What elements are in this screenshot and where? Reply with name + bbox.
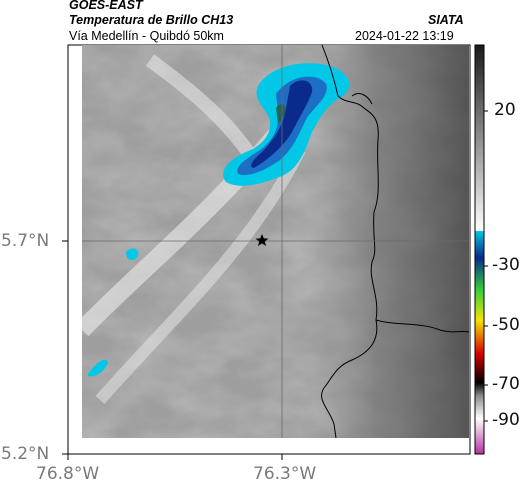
- colorbar-tick-minus-70: -70: [492, 374, 520, 394]
- lon-label-76-3: 76.3°W: [253, 464, 317, 484]
- star-icon: [255, 234, 269, 246]
- product-title: Temperatura de Brillo CH13: [69, 13, 234, 27]
- colorbar-tick-minus-50: -50: [492, 315, 520, 335]
- lat-label-5-7: 5.7°N: [1, 231, 50, 251]
- timestamp-label: 2024-01-22 13:19: [355, 29, 454, 43]
- coastline: [321, 45, 379, 438]
- colorbar-tick-20: 20: [494, 100, 516, 120]
- region-subtitle: Vía Medellín - Quibdó 50km: [69, 29, 224, 43]
- lat-label-5-2: 5.2°N: [1, 444, 50, 464]
- brightness-temperature-image: [82, 45, 469, 438]
- department-border: [375, 319, 469, 333]
- colorbar: [474, 44, 488, 455]
- agency-label: SIATA: [428, 13, 464, 27]
- colorbar-tick-minus-90: -90: [492, 410, 520, 430]
- satellite-source: GOES-EAST: [69, 0, 143, 12]
- lon-label-76-8: 76.8°W: [36, 464, 100, 484]
- colorbar-tick-minus-30: -30: [492, 255, 520, 275]
